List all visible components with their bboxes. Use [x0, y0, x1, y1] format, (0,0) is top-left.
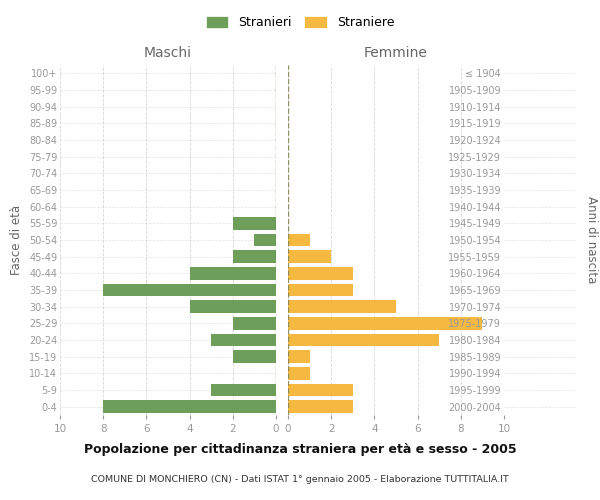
Bar	[190, 267, 276, 280]
Bar	[190, 300, 276, 313]
Bar	[211, 334, 276, 346]
Bar	[288, 267, 353, 280]
Bar	[288, 284, 353, 296]
Bar	[211, 384, 276, 396]
Text: Anni di nascita: Anni di nascita	[584, 196, 598, 284]
Bar	[288, 334, 439, 346]
Text: Popolazione per cittadinanza straniera per età e sesso - 2005: Popolazione per cittadinanza straniera p…	[83, 444, 517, 456]
Legend: Stranieri, Straniere: Stranieri, Straniere	[201, 11, 399, 34]
Bar	[233, 350, 276, 363]
Text: COMUNE DI MONCHIERO (CN) - Dati ISTAT 1° gennaio 2005 - Elaborazione TUTTITALIA.: COMUNE DI MONCHIERO (CN) - Dati ISTAT 1°…	[91, 476, 509, 484]
Bar	[233, 217, 276, 230]
Bar	[288, 300, 396, 313]
Bar	[288, 350, 310, 363]
Bar	[288, 400, 353, 413]
Bar	[288, 234, 310, 246]
Bar	[288, 317, 482, 330]
Bar	[288, 367, 310, 380]
Bar	[103, 400, 276, 413]
Bar	[103, 284, 276, 296]
Bar	[288, 384, 353, 396]
Title: Femmine: Femmine	[364, 46, 428, 60]
Title: Maschi: Maschi	[144, 46, 192, 60]
Y-axis label: Fasce di età: Fasce di età	[10, 205, 23, 275]
Bar	[233, 250, 276, 263]
Bar	[288, 250, 331, 263]
Bar	[254, 234, 276, 246]
Bar	[233, 317, 276, 330]
